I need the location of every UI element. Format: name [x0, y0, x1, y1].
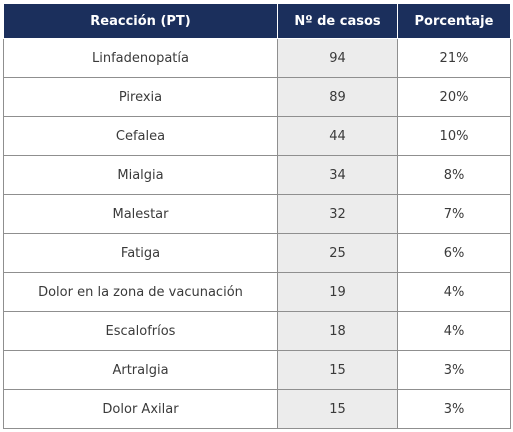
adverse-reactions-table: Reacción (PT) Nº de casos Porcentaje Lin… [3, 3, 511, 429]
cell-cases: 34 [277, 155, 398, 195]
cell-cases: 25 [277, 233, 398, 273]
cell-reaction: Pirexia [3, 77, 278, 117]
header-cases: Nº de casos [277, 3, 398, 39]
cell-reaction: Cefalea [3, 116, 278, 156]
cell-percentage: 7% [397, 194, 511, 234]
cell-reaction: Artralgia [3, 350, 278, 390]
table-row: Dolor Axilar 15 3% [3, 389, 511, 429]
table-row: Fatiga 25 6% [3, 233, 511, 273]
cell-cases: 18 [277, 311, 398, 351]
cell-cases: 15 [277, 389, 398, 429]
table-body: Linfadenopatía 94 21% Pirexia 89 20% Cef… [3, 38, 511, 429]
table-row: Mialgia 34 8% [3, 155, 511, 195]
cell-percentage: 8% [397, 155, 511, 195]
header-reaction: Reacción (PT) [3, 3, 278, 39]
cell-percentage: 3% [397, 350, 511, 390]
cell-reaction: Mialgia [3, 155, 278, 195]
cell-cases: 19 [277, 272, 398, 312]
header-row: Reacción (PT) Nº de casos Porcentaje [3, 3, 511, 39]
cell-percentage: 4% [397, 272, 511, 312]
cell-percentage: 4% [397, 311, 511, 351]
table-row: Linfadenopatía 94 21% [3, 38, 511, 78]
header-percentage: Porcentaje [397, 3, 511, 39]
table-row: Escalofríos 18 4% [3, 311, 511, 351]
cell-cases: 44 [277, 116, 398, 156]
cell-reaction: Escalofríos [3, 311, 278, 351]
cell-reaction: Dolor Axilar [3, 389, 278, 429]
data-table-container: Reacción (PT) Nº de casos Porcentaje Lin… [3, 3, 511, 429]
cell-reaction: Linfadenopatía [3, 38, 278, 78]
table-row: Artralgia 15 3% [3, 350, 511, 390]
cell-cases: 94 [277, 38, 398, 78]
cell-percentage: 20% [397, 77, 511, 117]
cell-percentage: 6% [397, 233, 511, 273]
cell-percentage: 21% [397, 38, 511, 78]
cell-percentage: 10% [397, 116, 511, 156]
cell-reaction: Malestar [3, 194, 278, 234]
table-row: Cefalea 44 10% [3, 116, 511, 156]
cell-percentage: 3% [397, 389, 511, 429]
table-header: Reacción (PT) Nº de casos Porcentaje [3, 3, 511, 39]
cell-reaction: Dolor en la zona de vacunación [3, 272, 278, 312]
cell-cases: 32 [277, 194, 398, 234]
table-row: Dolor en la zona de vacunación 19 4% [3, 272, 511, 312]
cell-cases: 15 [277, 350, 398, 390]
table-row: Pirexia 89 20% [3, 77, 511, 117]
cell-reaction: Fatiga [3, 233, 278, 273]
cell-cases: 89 [277, 77, 398, 117]
table-row: Malestar 32 7% [3, 194, 511, 234]
